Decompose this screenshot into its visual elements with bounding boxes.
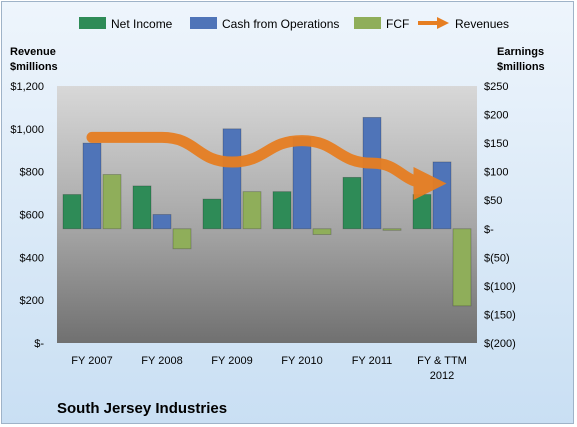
x-tick-label-line2: 2012: [430, 370, 454, 382]
bar-fcf: [312, 228, 332, 235]
x-tick-label: FY & TTM: [417, 355, 467, 367]
left-axis-title-line2: $millions: [10, 61, 58, 73]
right-tick-label: $250: [484, 81, 508, 93]
left-tick-label: $800: [20, 167, 44, 179]
x-tick-label: FY 2011: [352, 355, 393, 367]
bar-net-income: [272, 191, 292, 230]
right-tick-label: $200: [484, 110, 508, 122]
right-tick-label: $(50): [484, 252, 510, 264]
bar-fcf: [452, 228, 472, 307]
legend-swatch-net-income: [79, 17, 106, 29]
legend-label-cash-from-operations: Cash from Operations: [222, 17, 339, 31]
left-axis-title-line1: Revenue: [10, 46, 56, 58]
x-tick-label: FY 2009: [211, 355, 252, 367]
bar-fcf: [242, 191, 262, 230]
x-axis-labels: FY 2007 FY 2008 FY 2009 FY 2010 FY 2011 FY & …: [71, 355, 467, 382]
right-tick-label: $100: [484, 167, 508, 179]
left-tick-label: $600: [20, 210, 44, 222]
right-axis-title-line1: Earnings: [497, 46, 544, 58]
right-tick-label: $50: [484, 195, 502, 207]
bar-cash-from-operations: [292, 136, 312, 230]
right-tick-label: $(100): [484, 281, 516, 293]
bar-cash-from-operations: [222, 128, 242, 230]
bar-fcf: [172, 228, 192, 250]
left-tick-label: $400: [20, 252, 44, 264]
right-axis-title-line2: $millions: [497, 61, 545, 73]
bars: [62, 117, 472, 307]
bar-fcf: [382, 228, 402, 231]
bar-cash-from-operations: [432, 161, 452, 230]
left-tick-label: $1,200: [10, 81, 44, 93]
left-tick-label: $200: [20, 295, 44, 307]
left-tick-label: $1,000: [10, 124, 44, 136]
x-tick-label: FY 2007: [71, 355, 112, 367]
right-axis-ticks: $250 $200 $150 $100 $50 $- $(50) $(100) $(150) $(…: [484, 81, 516, 350]
bar-cash-from-operations: [362, 117, 382, 230]
revenue-series-line: [86, 131, 447, 200]
x-tick-label: FY 2008: [141, 355, 182, 367]
bar-net-income: [342, 176, 362, 230]
bar-cash-from-operations: [152, 214, 172, 230]
left-axis-ticks: $1,200 $1,000 $800 $600 $400 $200 $-: [10, 81, 44, 350]
bar-cash-from-operations: [82, 142, 102, 230]
chart-title: South Jersey Industries: [57, 400, 227, 417]
revenue-line: [86, 131, 447, 200]
legend-label-fcf: FCF: [386, 17, 409, 31]
right-tick-label: $150: [484, 138, 508, 150]
bar-net-income: [202, 198, 222, 230]
legend-swatch-fcf: [354, 17, 381, 29]
legend: Net Income Cash from Operations FCF Reve…: [79, 17, 509, 31]
right-tick-label: $-: [484, 224, 494, 236]
bar-fcf: [102, 174, 122, 230]
right-tick-label: $(150): [484, 309, 516, 321]
x-tick-label: FY 2010: [281, 355, 322, 367]
plot-area: [57, 86, 477, 343]
legend-label-net-income: Net Income: [111, 17, 173, 31]
left-tick-label: $-: [34, 338, 44, 350]
legend-swatch-cash-from-operations: [190, 17, 217, 29]
bar-net-income: [412, 194, 432, 230]
right-tick-label: $(200): [484, 338, 516, 350]
bar-net-income: [62, 194, 82, 230]
legend-label-revenues: Revenues: [455, 17, 509, 31]
bar-net-income: [132, 185, 152, 230]
